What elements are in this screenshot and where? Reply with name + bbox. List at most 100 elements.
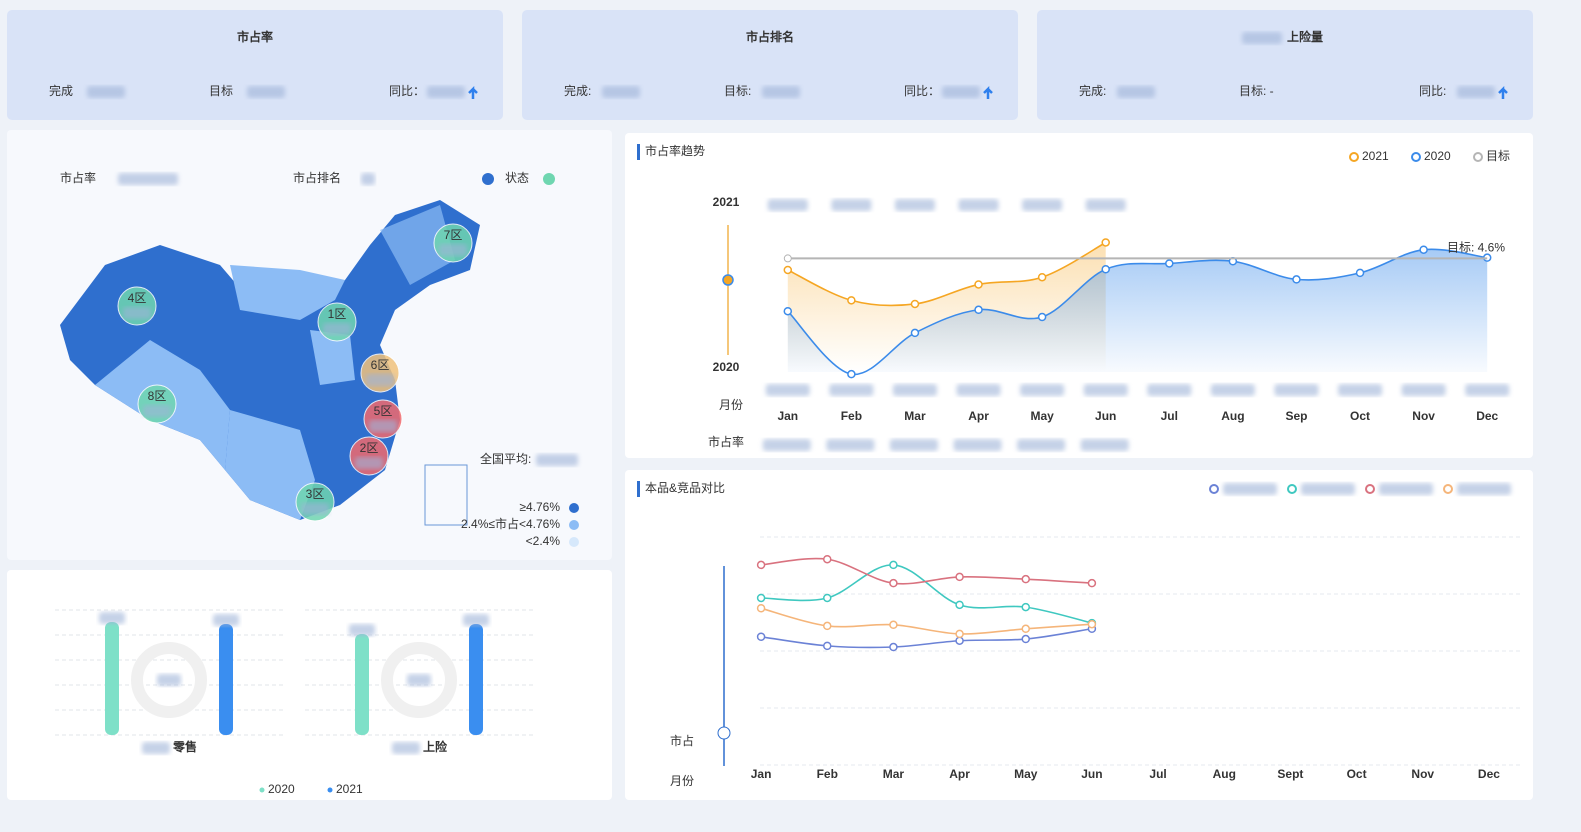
point [889,642,898,652]
x-tick-label: Oct [1347,767,1367,781]
map-legend-dot [569,503,579,513]
map-label: 状态 [505,171,529,185]
x-tick-label: May [1014,767,1038,781]
kpi-title: 上险量 [1287,29,1323,44]
x-tick-label: May [1030,409,1054,423]
blurred-value [1465,384,1510,396]
x-tick-label: Jun [1095,409,1116,423]
kpi-field: 目标: - [1239,84,1274,98]
blurred-value [958,199,999,211]
blurred-value [366,374,394,386]
blurred-value [956,384,1001,396]
slider-label: 2020 [713,360,740,374]
blurred-value [369,420,397,432]
x-tick-label: Jan [777,409,798,423]
bar [355,634,369,735]
point [756,604,766,613]
chart-title: 市占率趋势 [645,143,705,158]
slider-label: 月份 [719,398,743,412]
blurred-value [602,86,640,98]
kpi-card [1037,10,1533,120]
bar [469,624,483,735]
kpi-card [7,10,503,120]
kpi-field: 完成: [1079,83,1106,98]
blurred-value [767,199,808,211]
blurred-value [463,614,489,626]
blurred-value [247,86,285,98]
chart-title: 本品&竞品对比 [645,481,725,495]
title-bar [637,144,640,160]
point [1087,619,1097,629]
blurred-value [407,674,431,686]
blurred-value [829,384,874,396]
blurred-value [143,405,171,417]
blurred-value [157,674,181,686]
point [756,593,766,603]
blurred-value [1401,384,1446,396]
up-arrow [983,85,993,99]
map-legend-dot [569,537,579,547]
blurred-value [536,454,578,466]
x-tick-label: Sept [1277,767,1303,781]
blurred-value [889,439,938,451]
x-tick-label: Oct [1350,409,1370,423]
blurred-value [953,439,1002,451]
point [783,306,793,316]
point [1419,245,1428,254]
legend-marker [1473,152,1483,162]
legend-marker [1365,484,1375,494]
blurred-value [1117,86,1155,98]
region-label: 2区 [360,441,379,455]
status-dot [543,173,555,185]
x-tick-label: Nov [1412,409,1435,423]
point [910,328,920,338]
legend-label: 2021 [1362,149,1389,163]
x-tick-label: Dec [1478,767,1500,781]
info-icon [482,173,494,185]
region-label: 3区 [306,487,325,501]
point [847,369,856,379]
map-legend-label: 2.4%≤市占<4.76% [461,516,560,531]
point [1165,259,1174,268]
x-tick-label: Apr [968,409,989,423]
legend-marker [1411,152,1421,162]
point [823,554,832,564]
blurred-value [427,86,465,98]
blurred-value [894,199,935,211]
kpi-field: 目标: [724,84,751,98]
legend-marker [1443,484,1453,494]
x-tick-label: Jul [1149,767,1166,781]
legend-marker [327,787,333,793]
legend-marker [1209,484,1219,494]
blurred-value [942,86,980,98]
map-legend-label: <2.4% [526,534,561,548]
legend-label: 2020 [268,782,295,796]
blurred-value [118,173,178,185]
donut [381,642,457,718]
region-label: 6区 [371,358,390,372]
blurred-value [1223,483,1277,495]
point [1101,238,1110,247]
region-label: 7区 [444,228,463,242]
region-label: 1区 [328,307,347,321]
blurred-value [439,244,467,256]
blurred-value [1274,384,1319,396]
point [847,296,856,305]
point [1037,272,1047,282]
point [783,254,792,263]
legend-marker [259,787,265,793]
x-tick-label: Aug [1221,409,1244,423]
point [1021,624,1030,634]
kpi-field: 完成: [564,83,591,98]
blurred-value [762,439,811,451]
blurred-value [355,457,383,469]
kpi-field: 同比： [389,84,425,98]
x-tick-label: Feb [817,767,838,781]
legend-label: 2021 [336,782,363,796]
blurred-value [831,199,872,211]
x-tick-label: Mar [883,767,905,781]
south-sea-inset [424,464,468,526]
map-legend-label: ≥4.76% [519,500,560,514]
map-label: 市占率 [60,170,96,185]
